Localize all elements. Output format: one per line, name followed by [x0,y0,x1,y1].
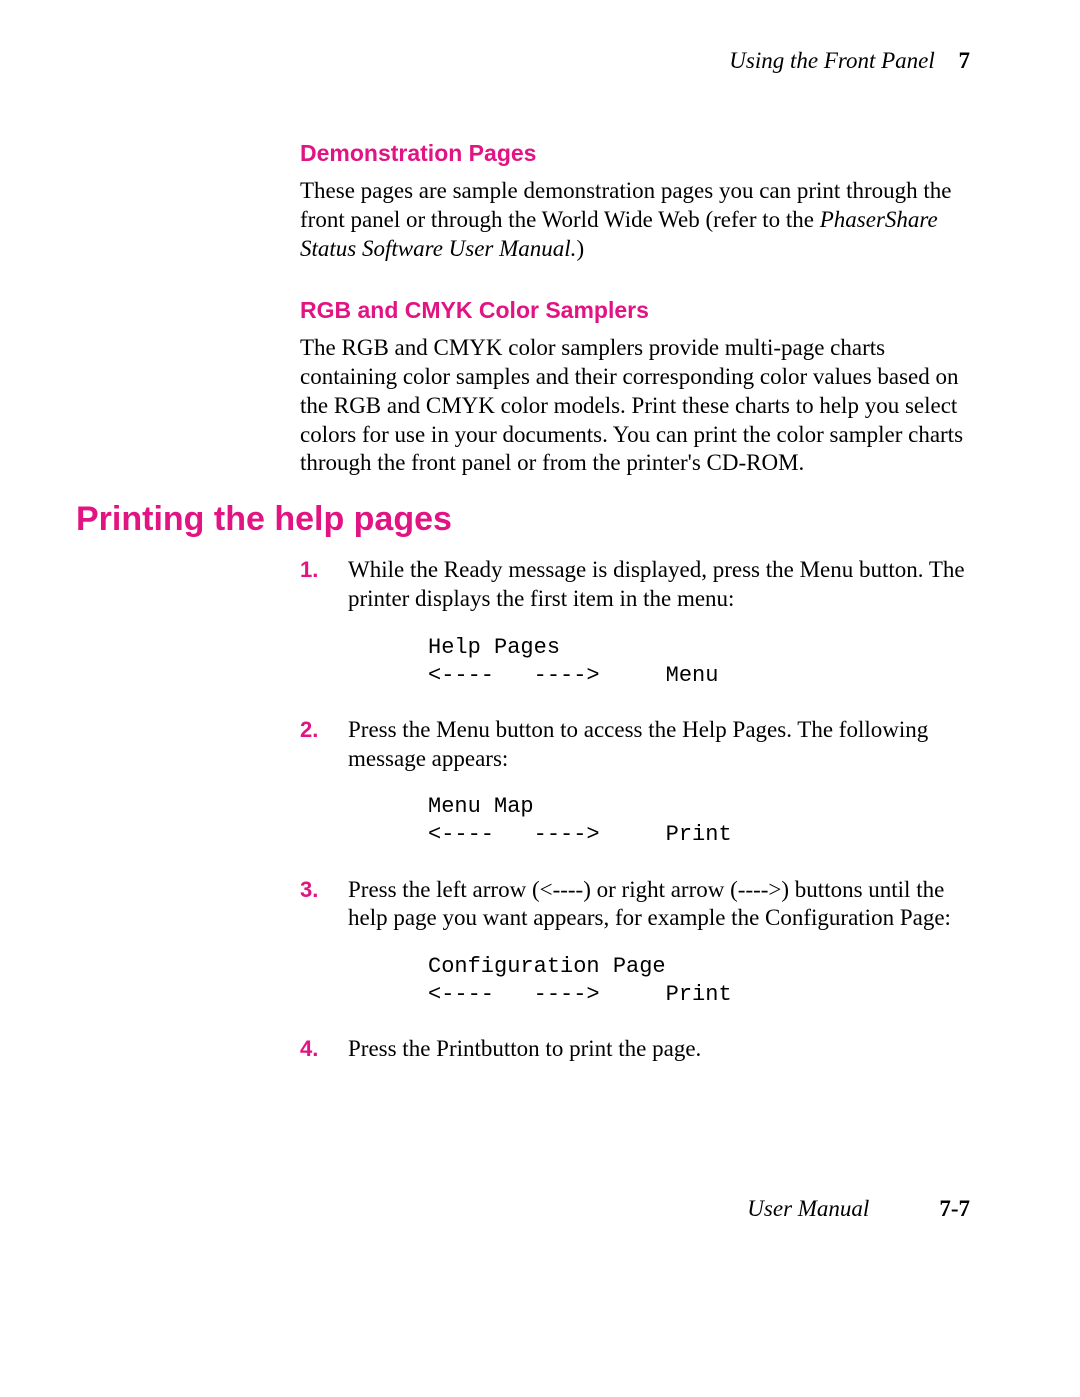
list-item: 2. Press the Menu button to access the H… [300,716,970,850]
list-number: 4. [300,1035,318,1063]
mono-text: <---- [540,877,584,902]
text-run: Press the left arrow ( [348,877,540,902]
subheading-rgb-cmyk: RGB and CMYK Color Samplers [300,297,970,324]
body-column: Demonstration Pages These pages are samp… [300,140,970,512]
printer-display: Configuration Page <---- ----> Print [428,953,970,1009]
running-title: Using the Front Panel [729,48,934,73]
running-header: Using the Front Panel 7 [729,48,970,74]
text-run: ) or right arrow ( [583,877,738,902]
mono-text: ----> [738,877,782,902]
text-run: Press the [348,717,436,742]
text-run: Press the [348,1036,436,1061]
chapter-number: 7 [959,48,971,73]
list-item: 4. Press the Printbutton to print the pa… [300,1035,970,1064]
paragraph: The RGB and CMYK color samplers provide … [300,334,970,478]
bold-mono-text: Print [436,1036,481,1061]
printer-display: Menu Map <---- ----> Print [428,793,970,849]
text-run: message is displayed, press the [503,557,800,582]
document-page: Using the Front Panel 7 Demonstration Pa… [0,0,1080,1397]
bold-mono-text: Menu [800,557,854,582]
footer-page-number: 7-7 [939,1196,970,1221]
list-item: 1. While the Ready message is displayed,… [300,556,970,690]
ordered-list: 1. While the Ready message is displayed,… [300,556,970,1086]
text-run: button to print the page. [481,1036,701,1061]
bold-mono-text: Menu [436,717,490,742]
page-footer: User Manual 7-7 [747,1196,970,1222]
paragraph: These pages are sample demonstration pag… [300,177,970,263]
list-number: 3. [300,876,318,904]
mono-text: Ready [444,557,503,582]
list-number: 1. [300,556,318,584]
footer-label: User Manual [747,1196,869,1221]
list-item: 3. Press the left arrow (<----) or right… [300,876,970,1010]
subheading-demonstration-pages: Demonstration Pages [300,140,970,167]
text-run: ) [576,236,584,261]
text-run: While the [348,557,444,582]
printer-display: Help Pages <---- ----> Menu [428,634,970,690]
list-number: 2. [300,716,318,744]
main-heading: Printing the help pages [76,500,452,539]
